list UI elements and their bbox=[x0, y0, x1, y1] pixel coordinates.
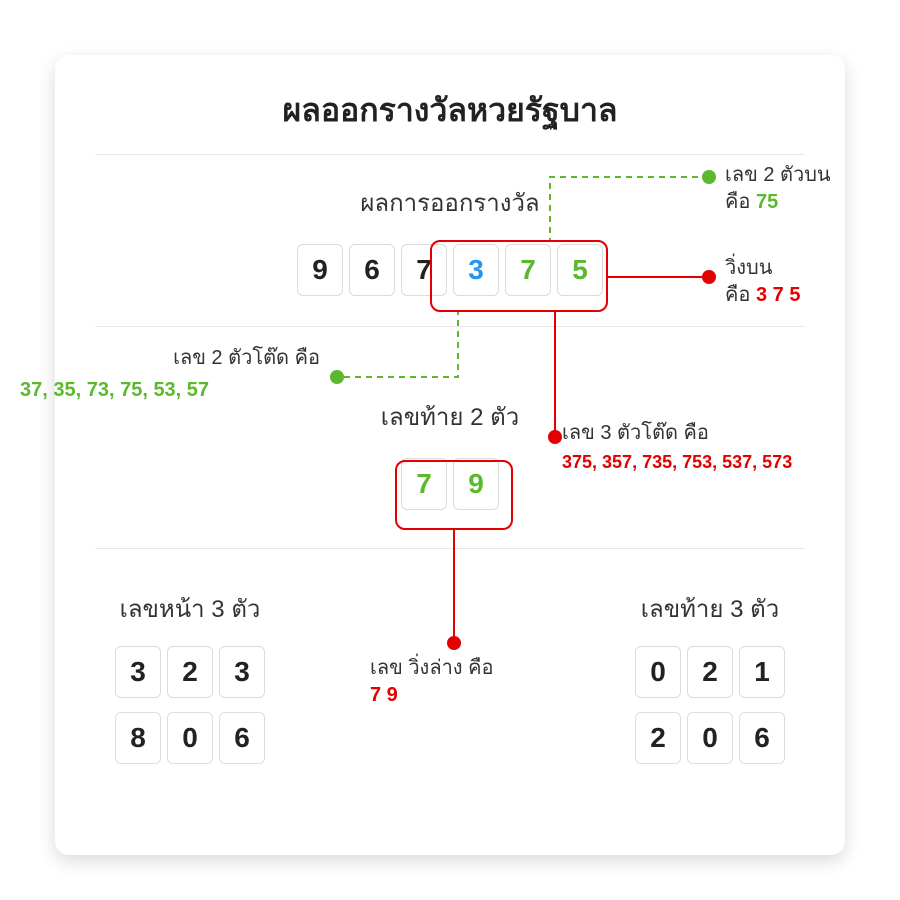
digit-cell: 7 bbox=[401, 244, 447, 296]
digit-cell: 5 bbox=[557, 244, 603, 296]
digit-cell: 0 bbox=[687, 712, 733, 764]
digit-cell: 8 bbox=[115, 712, 161, 764]
triple-row: 206 bbox=[635, 712, 785, 764]
separator bbox=[95, 154, 805, 155]
dot-tote3 bbox=[548, 430, 562, 444]
annot-top2-prefix: คือ bbox=[725, 191, 756, 213]
triple-row: 323 bbox=[115, 646, 265, 698]
main-title: ผลออกรางวัลหวยรัฐบาล bbox=[95, 85, 805, 136]
back3-rows: 021206 bbox=[635, 646, 785, 764]
digit-cell: 3 bbox=[115, 646, 161, 698]
dot-run-bottom bbox=[447, 636, 461, 650]
front3-group: เลขหน้า 3 ตัว 323 806 bbox=[115, 589, 265, 778]
main-digit-row: 967375 bbox=[95, 244, 805, 296]
digit-cell: 2 bbox=[687, 646, 733, 698]
triple-row: 806 bbox=[115, 712, 265, 764]
digit-cell: 9 bbox=[297, 244, 343, 296]
annot-run-top-value: 3 7 5 bbox=[756, 284, 800, 306]
dot-top2 bbox=[702, 170, 716, 184]
annot-top2-value: 75 bbox=[756, 191, 778, 213]
annot-top2-label: เลข 2 ตัวบน bbox=[725, 164, 831, 186]
digit-cell: 2 bbox=[635, 712, 681, 764]
digit-cell: 7 bbox=[505, 244, 551, 296]
digit-cell: 9 bbox=[453, 458, 499, 510]
digit-cell: 6 bbox=[219, 712, 265, 764]
annot-run-bottom: เลข วิ่งล่าง คือ bbox=[370, 655, 494, 682]
digit-cell: 0 bbox=[635, 646, 681, 698]
annot-run-top-prefix: คือ bbox=[725, 284, 756, 306]
digit-cell: 6 bbox=[349, 244, 395, 296]
separator bbox=[95, 548, 805, 549]
annot-tote3-val: 375, 357, 735, 753, 537, 573 bbox=[562, 450, 792, 474]
annot-tote2-val: 37, 35, 73, 75, 53, 57 bbox=[20, 377, 209, 404]
annot-run-top-label: วิ่งบน bbox=[725, 257, 772, 279]
digit-cell: 0 bbox=[167, 712, 213, 764]
front3-label: เลขหน้า 3 ตัว bbox=[115, 589, 265, 628]
annot-tote3-value: 375, 357, 735, 753, 537, 573 bbox=[562, 452, 792, 472]
dot-tote2 bbox=[330, 370, 344, 384]
digit-cell: 7 bbox=[401, 458, 447, 510]
annot-tote2-label: เลข 2 ตัวโต๊ด คือ bbox=[173, 347, 320, 369]
annot-run-bottom-label: เลข วิ่งล่าง คือ bbox=[370, 657, 494, 679]
digit-cell: 6 bbox=[739, 712, 785, 764]
back3-group: เลขท้าย 3 ตัว 021206 bbox=[635, 589, 785, 778]
annot-tote3-label: เลข 3 ตัวโต๊ด คือ bbox=[562, 422, 709, 444]
digit-cell: 3 bbox=[219, 646, 265, 698]
triple-row: 021 bbox=[635, 646, 785, 698]
annot-run-top: วิ่งบน คือ 3 7 5 bbox=[725, 255, 800, 309]
annot-run-bottom-val: 7 9 bbox=[370, 682, 398, 709]
dot-run-top bbox=[702, 270, 716, 284]
annot-run-bottom-value: 7 9 bbox=[370, 684, 398, 706]
front3-rows: 323 806 bbox=[115, 646, 265, 764]
annot-tote2: เลข 2 ตัวโต๊ด คือ bbox=[110, 345, 320, 372]
section-main-label: ผลการออกรางวัล bbox=[95, 183, 805, 222]
digit-cell: 3 bbox=[453, 244, 499, 296]
annot-tote3: เลข 3 ตัวโต๊ด คือ bbox=[562, 420, 709, 447]
annot-tote2-value: 37, 35, 73, 75, 53, 57 bbox=[20, 379, 209, 401]
bottom-groups: เลขหน้า 3 ตัว 323806 เลขท้าย 3 ตัว 02120… bbox=[95, 589, 805, 778]
digit-cell: 1 bbox=[739, 646, 785, 698]
annot-top2: เลข 2 ตัวบน คือ 75 bbox=[725, 162, 831, 216]
separator bbox=[95, 326, 805, 327]
digit-cell: 2 bbox=[167, 646, 213, 698]
back3-label: เลขท้าย 3 ตัว bbox=[635, 589, 785, 628]
